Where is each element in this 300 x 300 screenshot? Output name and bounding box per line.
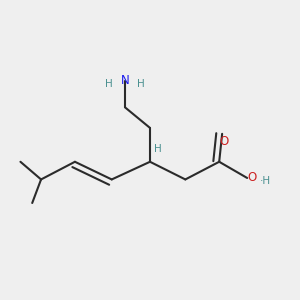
- Text: ·H: ·H: [260, 176, 271, 186]
- Text: H: H: [105, 79, 113, 89]
- Text: H: H: [154, 144, 162, 154]
- Text: H: H: [137, 79, 145, 89]
- Text: N: N: [121, 74, 129, 87]
- Text: O: O: [219, 135, 228, 148]
- Text: O: O: [248, 172, 257, 184]
